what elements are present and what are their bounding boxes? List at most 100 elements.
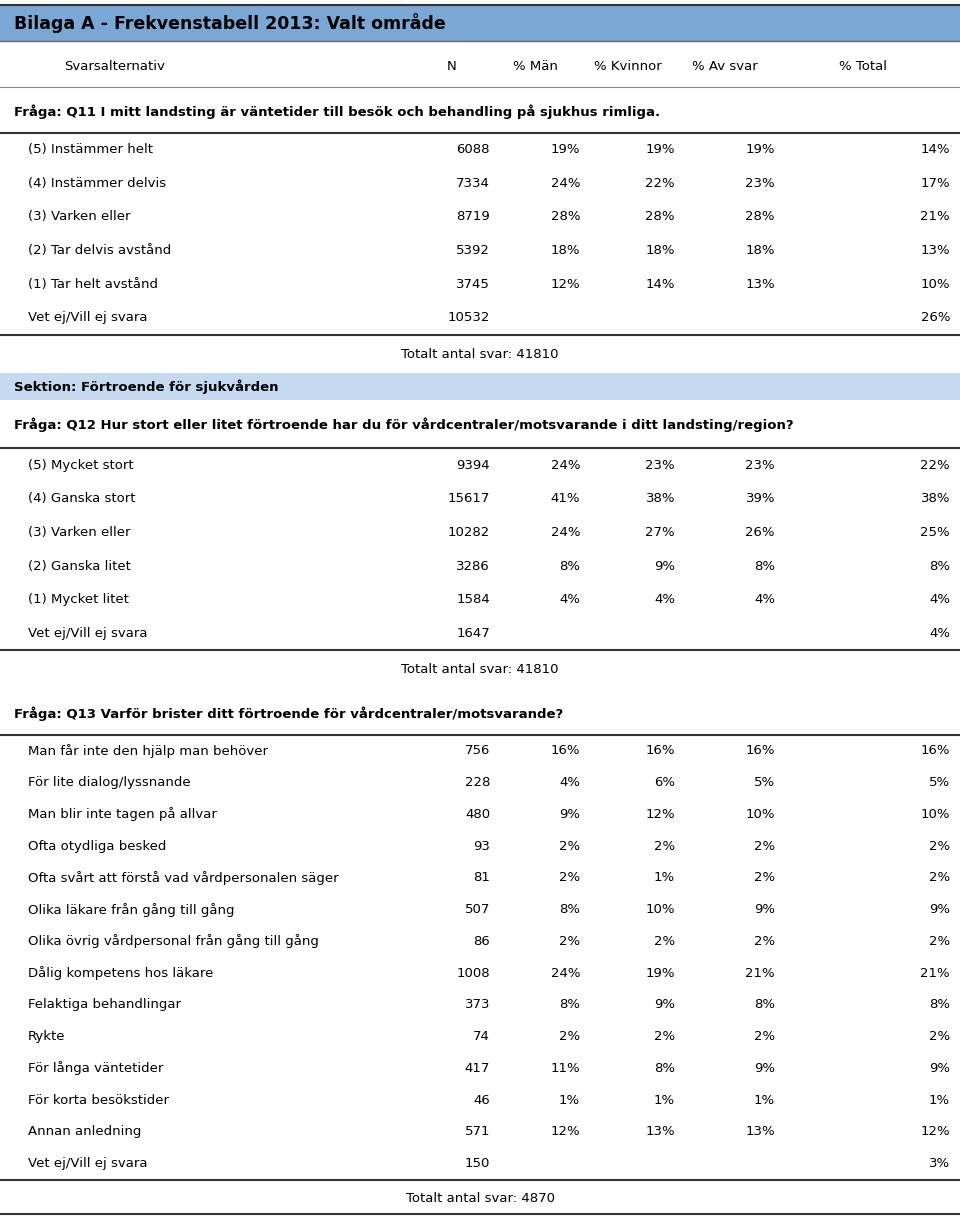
Text: % Av svar: % Av svar (692, 60, 757, 73)
Text: Man blir inte tagen på allvar: Man blir inte tagen på allvar (28, 807, 217, 822)
Text: 13%: 13% (745, 278, 775, 291)
Text: 39%: 39% (746, 492, 775, 506)
Text: 9%: 9% (929, 1062, 950, 1075)
Text: 21%: 21% (745, 967, 775, 980)
Text: 27%: 27% (645, 527, 675, 539)
Text: Vet ej/Vill ej svara: Vet ej/Vill ej svara (28, 1157, 148, 1170)
Text: 2%: 2% (559, 872, 580, 885)
Text: 8%: 8% (559, 903, 580, 917)
Text: 228: 228 (465, 777, 490, 789)
Text: Olika läkare från gång till gång: Olika läkare från gång till gång (28, 903, 234, 917)
Text: 5392: 5392 (456, 244, 490, 257)
Text: 9%: 9% (929, 903, 950, 917)
Text: 10%: 10% (921, 278, 950, 291)
Text: 19%: 19% (645, 967, 675, 980)
Text: 9%: 9% (654, 560, 675, 573)
Text: 10%: 10% (921, 808, 950, 820)
Text: (2) Tar delvis avstånd: (2) Tar delvis avstånd (28, 244, 171, 257)
Text: Vet ej/Vill ej svara: Vet ej/Vill ej svara (28, 312, 148, 324)
Text: 17%: 17% (921, 177, 950, 190)
Text: 373: 373 (465, 998, 490, 1012)
Text: 21%: 21% (921, 211, 950, 223)
Text: 19%: 19% (645, 143, 675, 156)
Text: 15617: 15617 (447, 492, 490, 506)
Text: Man får inte den hjälp man behöver: Man får inte den hjälp man behöver (28, 744, 268, 758)
Text: 16%: 16% (921, 745, 950, 757)
Text: 22%: 22% (921, 458, 950, 472)
Text: 3%: 3% (929, 1157, 950, 1170)
Text: 26%: 26% (746, 527, 775, 539)
Text: Dålig kompetens hos läkare: Dålig kompetens hos läkare (28, 967, 213, 980)
Text: 2%: 2% (929, 840, 950, 852)
Text: 3745: 3745 (456, 278, 490, 291)
Text: 13%: 13% (645, 1125, 675, 1139)
Text: 41%: 41% (550, 492, 580, 506)
Text: 12%: 12% (550, 278, 580, 291)
Text: 150: 150 (465, 1157, 490, 1170)
Text: N: N (447, 60, 457, 73)
Text: 16%: 16% (746, 745, 775, 757)
Text: 1008: 1008 (456, 967, 490, 980)
Text: (4) Ganska stort: (4) Ganska stort (28, 492, 135, 506)
Text: 9%: 9% (654, 998, 675, 1012)
Text: 46: 46 (473, 1093, 490, 1107)
Text: 1584: 1584 (456, 594, 490, 606)
Text: Felaktiga behandlingar: Felaktiga behandlingar (28, 998, 181, 1012)
Text: 756: 756 (465, 745, 490, 757)
Text: 8%: 8% (754, 998, 775, 1012)
Text: Fråga: Q11 I mitt landsting är väntetider till besök och behandling på sjukhus r: Fråga: Q11 I mitt landsting är väntetide… (14, 105, 660, 119)
Text: 16%: 16% (550, 745, 580, 757)
Text: 2%: 2% (929, 1030, 950, 1043)
Text: 8%: 8% (559, 560, 580, 573)
Text: Bilaga A - Frekvenstabell 2013: Valt område: Bilaga A - Frekvenstabell 2013: Valt omr… (14, 13, 445, 33)
Text: 12%: 12% (645, 808, 675, 820)
Text: 23%: 23% (745, 177, 775, 190)
Text: 2%: 2% (929, 935, 950, 948)
Text: 7334: 7334 (456, 177, 490, 190)
Text: 4%: 4% (929, 594, 950, 606)
Text: Olika övrig vårdpersonal från gång till gång: Olika övrig vårdpersonal från gång till … (28, 935, 319, 948)
Text: % Total: % Total (839, 60, 887, 73)
Text: 93: 93 (473, 840, 490, 852)
Text: 10532: 10532 (447, 312, 490, 324)
Text: 18%: 18% (746, 244, 775, 257)
Text: 28%: 28% (746, 211, 775, 223)
Text: 5%: 5% (929, 777, 950, 789)
Text: Svarsalternativ: Svarsalternativ (64, 60, 165, 73)
Text: (3) Varken eller: (3) Varken eller (28, 527, 131, 539)
Text: Fråga: Q13 Varför brister ditt förtroende för vårdcentraler/motsvarande?: Fråga: Q13 Varför brister ditt förtroend… (14, 707, 564, 722)
Text: 1%: 1% (559, 1093, 580, 1107)
Text: Sektion: Förtroende för sjukvården: Sektion: Förtroende för sjukvården (14, 379, 278, 394)
Text: % Män: % Män (513, 60, 558, 73)
Text: 5%: 5% (754, 777, 775, 789)
Text: 8%: 8% (929, 998, 950, 1012)
Text: Fråga: Q12 Hur stort eller litet förtroende har du för vårdcentraler/motsvarande: Fråga: Q12 Hur stort eller litet förtroe… (14, 417, 794, 432)
Text: 4%: 4% (559, 777, 580, 789)
Text: 2%: 2% (559, 935, 580, 948)
Text: 28%: 28% (550, 211, 580, 223)
Text: 4%: 4% (559, 594, 580, 606)
Text: 74: 74 (473, 1030, 490, 1043)
Text: 2%: 2% (654, 935, 675, 948)
Text: 10282: 10282 (447, 527, 490, 539)
Text: 9%: 9% (559, 808, 580, 820)
Text: 25%: 25% (921, 527, 950, 539)
Text: (1) Tar helt avstånd: (1) Tar helt avstånd (28, 278, 158, 291)
Text: (4) Instämmer delvis: (4) Instämmer delvis (28, 177, 166, 190)
Text: 2%: 2% (754, 872, 775, 885)
Text: 14%: 14% (921, 143, 950, 156)
Text: Totalt antal svar: 41810: Totalt antal svar: 41810 (401, 347, 559, 361)
Text: 1%: 1% (654, 1093, 675, 1107)
Text: 12%: 12% (550, 1125, 580, 1139)
Text: 4%: 4% (754, 594, 775, 606)
Text: 8%: 8% (754, 560, 775, 573)
Text: Ofta svårt att förstå vad vårdpersonalen säger: Ofta svårt att förstå vad vårdpersonalen… (28, 870, 339, 885)
Text: 24%: 24% (550, 967, 580, 980)
Text: 38%: 38% (645, 492, 675, 506)
Text: 19%: 19% (550, 143, 580, 156)
Text: 507: 507 (465, 903, 490, 917)
Text: 19%: 19% (746, 143, 775, 156)
Text: (1) Mycket litet: (1) Mycket litet (28, 594, 129, 606)
Text: 2%: 2% (559, 1030, 580, 1043)
Text: 11%: 11% (550, 1062, 580, 1075)
